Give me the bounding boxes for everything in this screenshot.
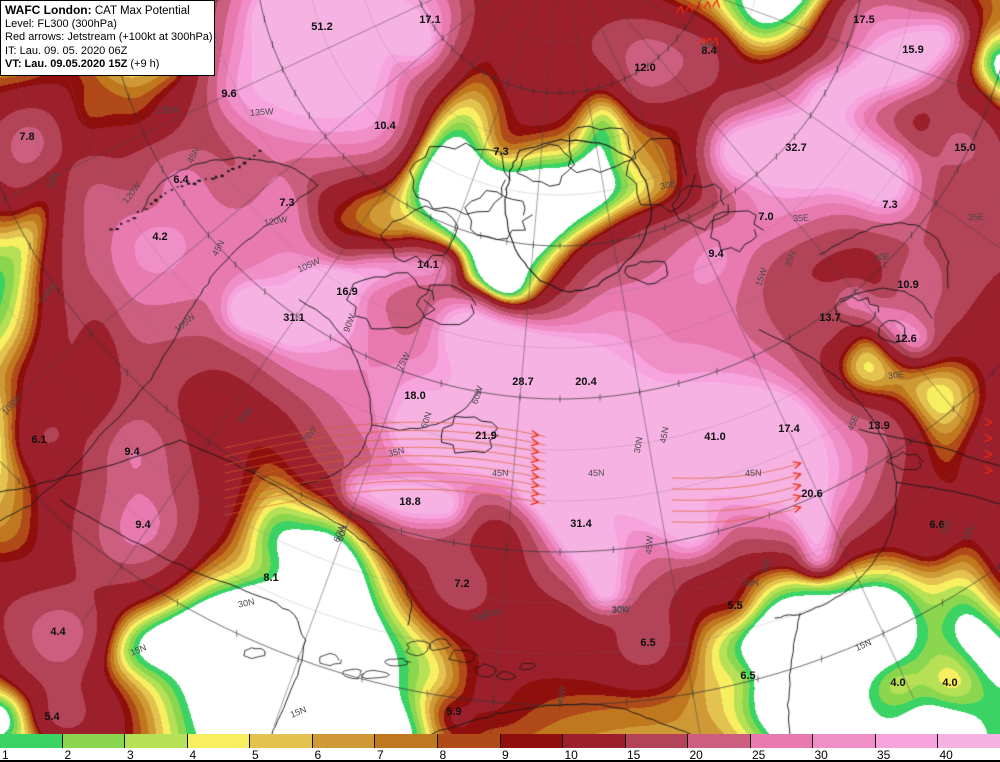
colorbar-tick: 5	[252, 748, 259, 762]
colorbar-segment	[312, 734, 376, 748]
colorbar-segment	[875, 734, 939, 748]
product-title: CAT Max Potential	[94, 5, 190, 17]
colorbar-tick: 10	[564, 748, 578, 762]
colorbar-tick: 35	[877, 748, 891, 762]
colorbar-tick: 25	[752, 748, 766, 762]
colorbar-tick: 40	[939, 748, 953, 762]
colorbar-tick: 2	[64, 748, 72, 762]
arrows-legend-label: Red arrows: Jetstream (+100kt at 300hPa)	[5, 31, 213, 44]
colorbar-segment	[625, 734, 689, 748]
colorbar-segment	[125, 734, 188, 748]
colorbar-segment	[750, 734, 814, 748]
info-title-row: WAFC London: CAT Max Potential	[5, 3, 210, 18]
colorbar-tick: 3	[127, 748, 134, 762]
colorbar-tick: 6	[314, 748, 322, 762]
colorbar-tick-labels: 1 2 3 4 5 6 7 8 9 10 15 20 25 30 35 40	[0, 748, 1000, 762]
colorbar-segment	[563, 734, 626, 748]
issue-time-label: IT: Lau. 09. 05. 2020 06Z	[5, 44, 128, 57]
colorbar-tick: 7	[377, 748, 384, 762]
colorbar-tick: 8	[439, 748, 447, 762]
colorbar-segment	[62, 734, 126, 748]
colorbar-tick: 15	[627, 748, 641, 762]
colorbar-segment	[375, 734, 438, 748]
colorbar-segment	[938, 734, 1000, 748]
valid-time-row: VT: Lau. 09.05.2020 15Z (+9 h)	[5, 58, 210, 71]
map-panel[interactable]: 51.2 17.1 9.6 7.8 6.4 7.3 10.4 7.3 4.2 8.4 12.0 17.…	[0, 0, 1000, 734]
coastline-graticule-jetstream-overlay	[0, 0, 1000, 734]
colorbar-segment	[0, 734, 63, 748]
colorbar-tick: 20	[689, 748, 703, 762]
colorbar-segment	[688, 734, 751, 748]
product-info-box: WAFC London: CAT Max Potential Level: FL…	[0, 0, 215, 76]
colorbar-baseline	[0, 760, 1000, 762]
colorbar-tick: 30	[814, 748, 828, 762]
valid-time-label: VT: Lau. 09.05.2020 15Z	[5, 58, 128, 71]
colorbar-segment	[187, 734, 251, 748]
colorbar-segment	[813, 734, 876, 748]
colorbar-segment	[250, 734, 313, 748]
level-label: Level: FL300 (300hPa)	[5, 18, 117, 31]
colorbar-swatches	[0, 734, 1000, 748]
colorbar-tick: 4	[189, 748, 197, 762]
colorbar-tick: 1	[2, 748, 9, 762]
colorbar-tick: 9	[502, 748, 509, 762]
provider-label: WAFC London:	[5, 3, 92, 17]
colorbar-segment	[437, 734, 501, 748]
valid-time-suffix: (+9 h)	[130, 58, 160, 71]
colorbar-panel: 1 2 3 4 5 6 7 8 9 10 15 20 25 30 35 40	[0, 734, 1000, 762]
colorbar-segment	[500, 734, 564, 748]
